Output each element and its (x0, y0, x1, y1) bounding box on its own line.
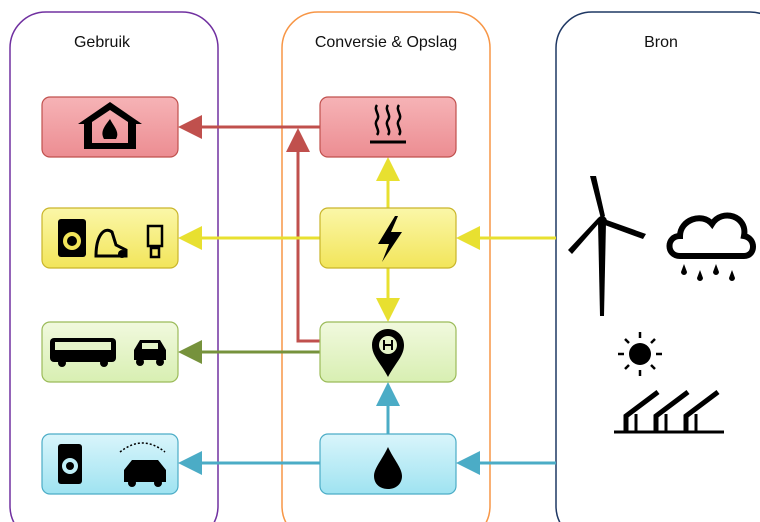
icon-vacuum (94, 228, 128, 258)
icon-solar-panels (614, 390, 724, 434)
icon-wind-turbine (568, 176, 646, 316)
icon-carwash (124, 460, 166, 482)
icon-house (78, 102, 142, 149)
boxes (41, 96, 457, 495)
arrows (178, 115, 556, 475)
panel-usage (9, 11, 219, 522)
icon-flame (102, 119, 118, 139)
panel-conversion (281, 11, 491, 522)
icon-heat (370, 104, 406, 144)
icon-bulb (146, 224, 164, 259)
column-title: Gebruik (74, 34, 131, 51)
icon-rain-cloud (666, 212, 756, 281)
arrow (286, 128, 320, 343)
column-title: Bron (644, 34, 678, 51)
icon-drop (374, 447, 402, 489)
icon-sun (618, 332, 662, 376)
icon-lightning (378, 216, 402, 262)
panel-source (555, 11, 760, 522)
column-title: Conversie & Opslag (315, 34, 457, 51)
icons (50, 102, 756, 489)
